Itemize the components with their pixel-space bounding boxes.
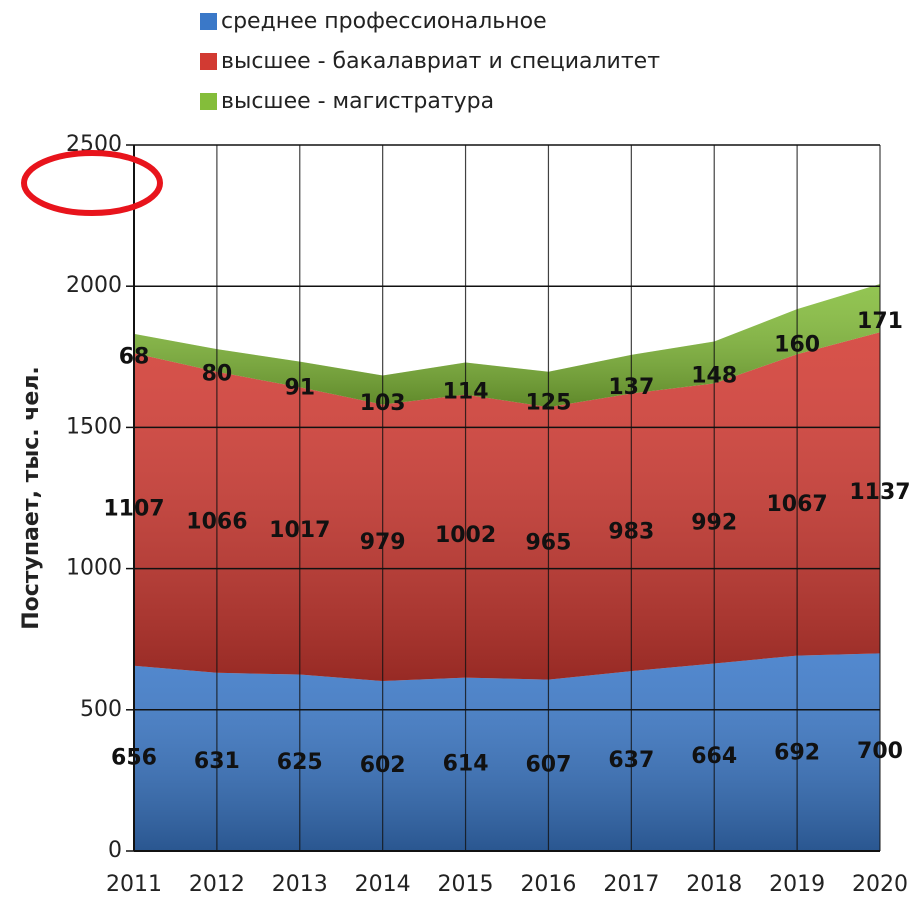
y-tick-label: 500: [80, 697, 122, 722]
x-tick-label: 2020: [852, 872, 908, 896]
x-tick-label: 2012: [189, 872, 245, 896]
legend-label: высшее - магистратура: [221, 89, 494, 114]
x-tick-label: 2011: [106, 872, 162, 896]
area-shade: [134, 653, 880, 851]
y-tick-label: 2000: [66, 273, 122, 298]
x-tick-label: 2019: [769, 872, 825, 896]
y-axis-label: Поступает, тыс. чел.: [19, 366, 44, 630]
legend-label: среднее профессиональное: [221, 9, 547, 34]
legend-swatch: [200, 13, 217, 30]
x-tick-label: 2014: [355, 872, 411, 896]
y-tick-label: 0: [108, 838, 122, 863]
plot-area: [134, 283, 880, 851]
area-shade: [134, 332, 880, 681]
x-tick-label: 2013: [272, 872, 328, 896]
legend-swatch: [200, 93, 217, 110]
legend-swatch: [200, 53, 217, 70]
area-shade: [134, 283, 880, 408]
y-tick-label: 1500: [66, 414, 122, 439]
x-tick-label: 2017: [603, 872, 659, 896]
y-tick-label: 1000: [66, 556, 122, 581]
x-tick-label: 2015: [438, 872, 494, 896]
x-tick-label: 2016: [520, 872, 576, 896]
x-tick-label: 2018: [686, 872, 742, 896]
highlight-ellipse: [21, 150, 163, 216]
legend-label: высшее - бакалавриат и специалитет: [221, 49, 660, 74]
